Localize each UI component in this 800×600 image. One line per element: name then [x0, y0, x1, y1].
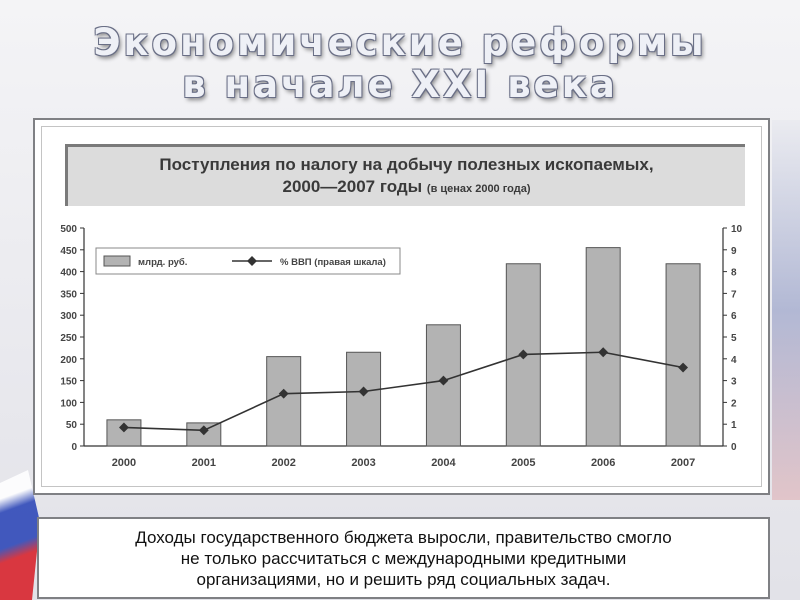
y-right-tick-label: 5: [731, 333, 737, 344]
caption-text: Доходы государственного бюджета выросли,…: [135, 527, 672, 589]
x-tick-label: 2007: [671, 457, 695, 469]
slide-title-line-1: Экономические реформы: [93, 21, 707, 64]
y-right-tick-label: 8: [731, 268, 737, 279]
slide-title: Экономические реформы в начале XXI века: [0, 22, 800, 106]
x-tick-label: 2004: [431, 457, 456, 469]
y-right-tick-label: 6: [731, 311, 737, 322]
y-right-tick-label: 3: [731, 377, 737, 388]
x-tick-label: 2003: [351, 457, 375, 469]
x-tick-label: 2005: [511, 457, 535, 469]
series-line-gdp-share: [123, 351, 684, 432]
legend-label-line: % ВВП (правая шкала): [280, 257, 386, 268]
slide-title-line-2: в начале XXI века: [182, 63, 618, 106]
y-left-tick-label: 350: [60, 289, 77, 300]
x-tick-label: 2002: [271, 457, 295, 469]
bar: [266, 356, 302, 447]
caption-box: Доходы государственного бюджета выросли,…: [37, 517, 770, 599]
y-left-tick-label: 150: [60, 377, 77, 388]
bar: [665, 263, 701, 447]
y-right-tick-label: 1: [731, 420, 737, 431]
x-tick-label: 2001: [192, 457, 216, 469]
y-left-tick-label: 200: [60, 355, 77, 366]
y-left-tick-label: 50: [66, 420, 78, 431]
chart-title-note: (в ценах 2000 года): [426, 182, 531, 195]
line-point: [198, 425, 209, 436]
line-point: [678, 362, 689, 373]
y-right-tick-label: 10: [731, 224, 743, 235]
chart-title-box: Поступления по налогу на добычу полезных…: [65, 144, 745, 206]
bar: [346, 351, 382, 447]
chart-panel: Поступления по налогу на добычу полезных…: [33, 118, 770, 495]
legend-label-bar: млрд. руб.: [138, 257, 187, 268]
y-right-tick-label: 9: [731, 246, 737, 257]
x-tick-label: 2006: [591, 457, 615, 469]
line-point: [518, 349, 529, 360]
y-left-tick-label: 100: [60, 398, 77, 409]
y-right-tick-label: 4: [731, 355, 737, 366]
chart-title-years: 2000—2007 годы: [282, 176, 423, 196]
bar-line-chart: 0 50 100 150 200 250 300 350 400 450 500 0 1 2 3 4 5 6 7 8 9…: [60, 224, 743, 469]
background-flag-decoration-right: [772, 120, 800, 500]
y-right-tick-label: 0: [731, 442, 737, 453]
y-right-tick-label: 2: [731, 398, 737, 409]
line-point: [598, 347, 609, 358]
y-left-tick-label: 400: [60, 268, 77, 279]
bar: [585, 247, 621, 447]
legend-swatch-marker: [247, 256, 257, 266]
line-point: [358, 386, 369, 397]
y-left-tick-label: 250: [60, 333, 77, 344]
y-left-tick-label: 300: [60, 311, 77, 322]
chart-title: Поступления по налогу на добычу полезных…: [159, 154, 654, 174]
chart-frame: [41, 126, 762, 487]
y-right-tick-label: 7: [731, 289, 737, 300]
y-left-tick-label: 0: [71, 442, 77, 453]
chart-subtitle: 2000—2007 годы (в ценах 2000 года): [282, 176, 530, 200]
legend-swatch-bar: [103, 255, 131, 267]
y-left-tick-label: 500: [60, 224, 77, 235]
y-left-tick-label: 450: [60, 246, 77, 257]
x-tick-label: 2000: [112, 457, 136, 469]
line-point: [438, 375, 449, 386]
